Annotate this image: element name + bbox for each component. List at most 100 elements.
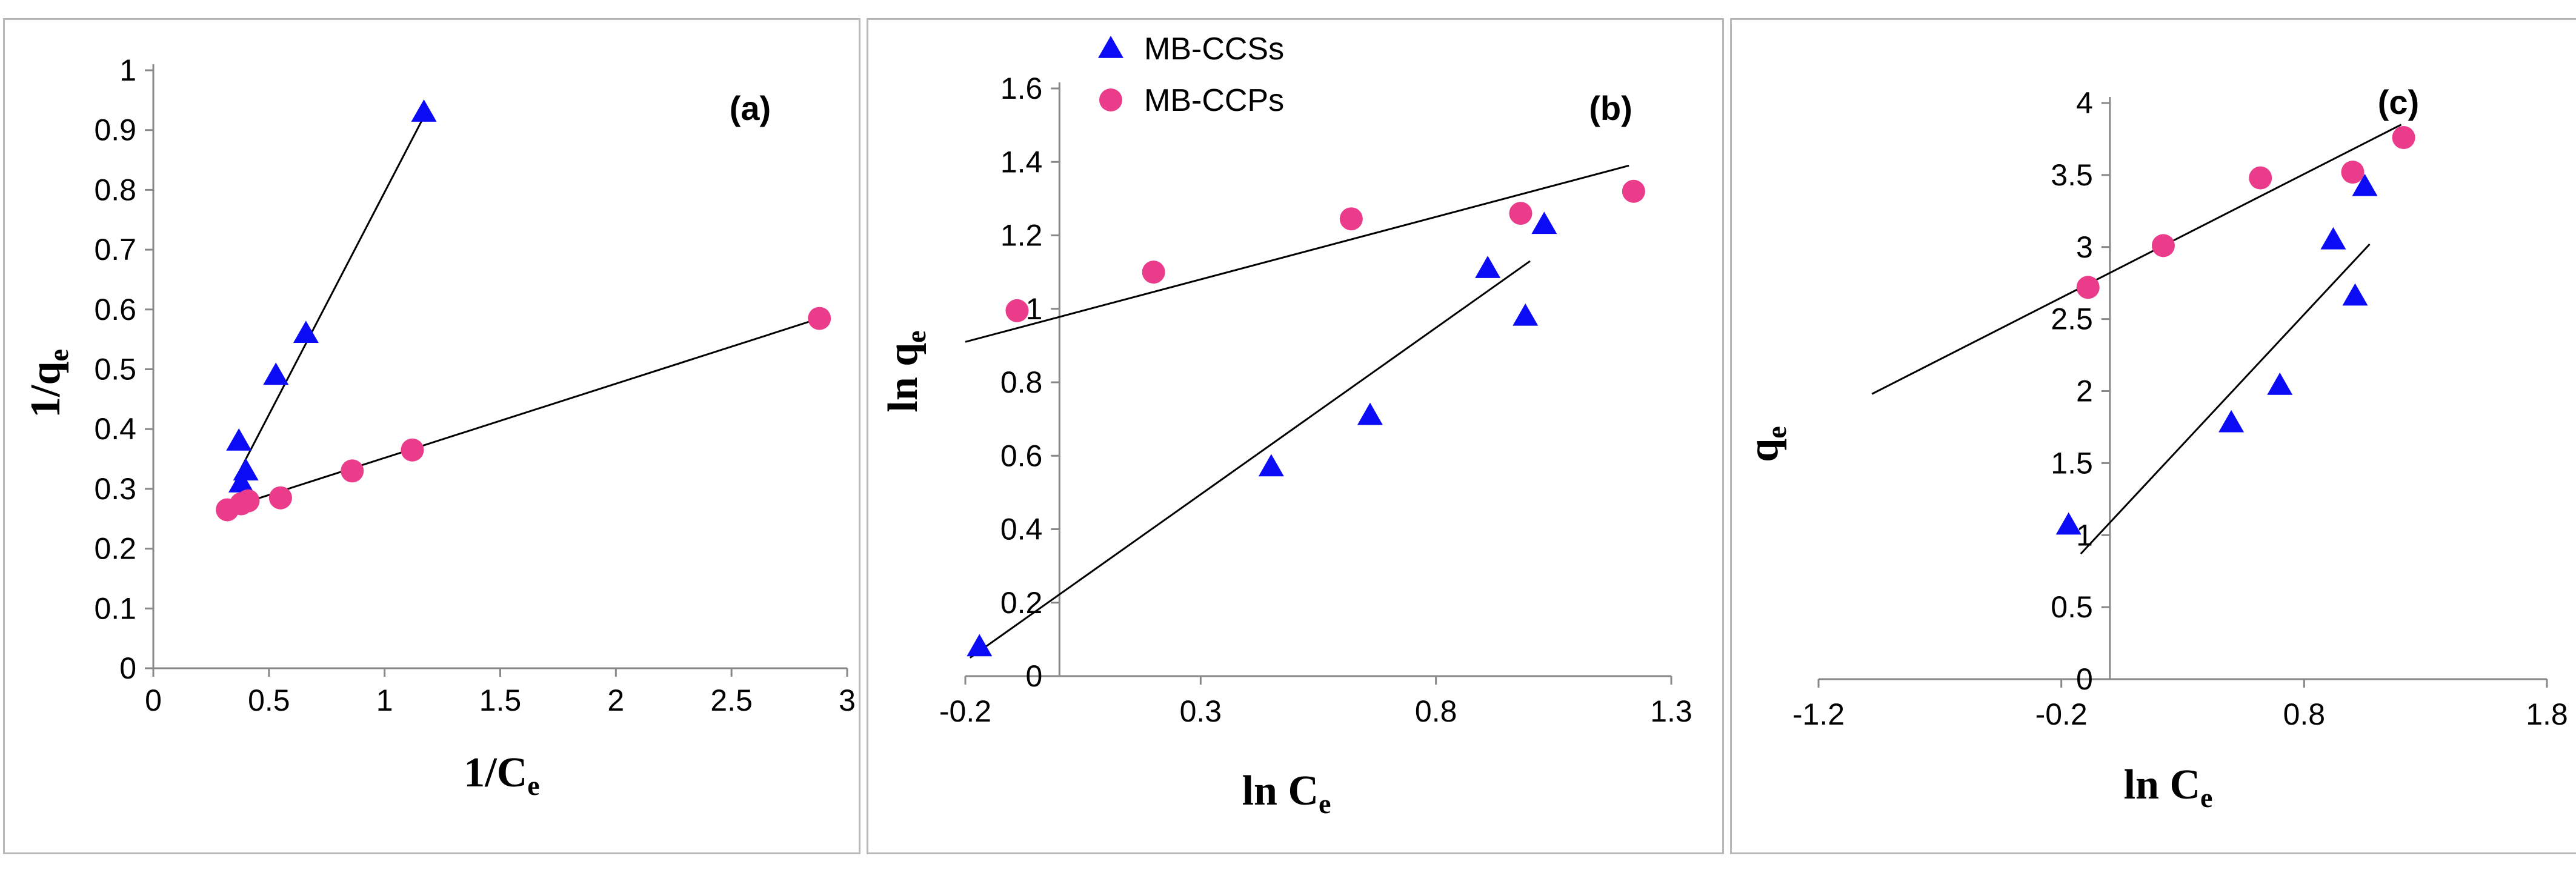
data-point-mb-ccps <box>808 307 831 330</box>
panel-label: (a) <box>730 89 771 127</box>
y-tick-label: 1.2 <box>1000 219 1043 253</box>
data-point-mb-ccss <box>293 320 319 344</box>
data-point-mb-ccss <box>1357 402 1383 425</box>
x-axis-title: 1/Ce <box>464 749 539 801</box>
y-tick-label: 0.1 <box>94 591 136 625</box>
trend-line-mb-ccps <box>965 164 1629 343</box>
trend-line-mb-ccss <box>2080 243 2371 555</box>
y-tick-label: 3 <box>2076 230 2093 264</box>
trend-line-mb-ccss <box>969 260 1531 659</box>
y-axis-title: ln qe <box>880 330 931 412</box>
data-point-mb-ccps <box>236 489 260 513</box>
x-tick-label: 1.8 <box>2526 697 2568 731</box>
legend-label: MB-CCPs <box>1144 83 1284 118</box>
data-point-mb-ccss <box>1531 211 1557 234</box>
data-point-mb-ccps <box>1005 299 1029 322</box>
y-tick-label: 3.5 <box>2051 158 2093 192</box>
x-tick-label: -0.2 <box>2035 697 2088 731</box>
panel-label: (b) <box>1589 89 1632 127</box>
x-tick-label: 2 <box>607 683 624 717</box>
data-point-mb-ccps <box>1509 202 1533 225</box>
y-tick-label: 2.5 <box>2051 302 2093 336</box>
y-tick-label: 0.8 <box>1000 365 1043 399</box>
panel-b: -0.2 0.3 0.8 1.3 0 0.2 0.4 0.6 0.8 1 1.2 1.4 1.6 ln C… <box>867 18 1724 854</box>
y-tick-label: 0.8 <box>94 173 136 207</box>
y-tick-label: 2 <box>2076 374 2093 408</box>
data-point-mb-ccps <box>1339 207 1363 231</box>
legend-label: MB-CCSs <box>1144 32 1284 67</box>
panel-a: 0 0.5 1 1.5 2 2.5 3 0 0.1 0.2 0.3 0.4 0.5 0.6 0.7 0.8 0.… <box>3 18 860 854</box>
data-point-mb-ccss <box>233 458 259 481</box>
trend-line-mb-ccps <box>222 317 820 511</box>
data-point-mb-ccps <box>1142 261 1165 284</box>
data-point-mb-ccss <box>967 634 993 657</box>
y-tick-label: 0 <box>2076 662 2093 696</box>
data-point-mb-ccps <box>2341 161 2365 184</box>
y-tick-label: 1 <box>119 53 136 87</box>
y-axis-title: 1/qe <box>22 349 74 418</box>
data-point-mb-ccss <box>263 362 289 385</box>
x-tick-label: -0.2 <box>939 694 991 728</box>
chart-a: 0 0.5 1 1.5 2 2.5 3 0 0.1 0.2 0.3 0.4 0.5 0.6 0.7 0.8 0.… <box>22 53 856 801</box>
x-tick-label: 0.8 <box>2283 697 2326 731</box>
data-point-mb-ccps <box>401 438 424 462</box>
x-axis-title: ln Ce <box>1242 768 1331 819</box>
trend-line-mb-ccss <box>236 111 427 477</box>
x-tick-label: 0 <box>145 683 162 717</box>
y-tick-label: 0.4 <box>1000 513 1043 546</box>
data-point-mb-ccss <box>226 428 252 451</box>
y-tick-label: 1.5 <box>2051 446 2093 480</box>
chart-c: -1.2 -0.2 0.8 1.8 0 0.5 1 1.5 2 2.5 3 3.5 4 ln Ce qe (c… <box>1740 83 2568 813</box>
x-tick-label: 3 <box>839 683 856 717</box>
data-point-mb-ccss <box>2055 512 2082 535</box>
x-tick-label: 0.8 <box>1415 694 1457 728</box>
y-tick-label: 0.4 <box>94 412 136 446</box>
y-tick-label: 1.4 <box>1000 145 1043 179</box>
y-tick-label: 0.5 <box>2051 590 2093 624</box>
data-point-mb-ccps <box>2076 276 2100 299</box>
data-point-mb-ccps <box>341 459 364 483</box>
x-tick-label: -1.2 <box>1792 697 1845 731</box>
data-point-mb-ccss <box>1258 454 1284 477</box>
data-point-mb-ccps <box>2151 234 2175 257</box>
legend-marker <box>1099 88 1122 111</box>
x-axis-title: ln Ce <box>2124 762 2213 813</box>
data-point-mb-ccps <box>1622 179 1645 203</box>
y-tick-label: 0.6 <box>94 293 136 327</box>
x-tick-label: 1.3 <box>1650 694 1692 728</box>
y-tick-label: 4 <box>2076 86 2093 120</box>
y-tick-label: 0.9 <box>94 113 136 147</box>
y-tick-label: 0.5 <box>94 353 136 387</box>
data-point-mb-ccss <box>2267 372 2293 395</box>
data-point-mb-ccss <box>1475 256 1501 278</box>
panel-c: -1.2 -0.2 0.8 1.8 0 0.5 1 1.5 2 2.5 3 3.5 4 ln Ce qe (c… <box>1730 18 2576 854</box>
data-point-mb-ccss <box>2218 410 2245 433</box>
x-tick-label: 0.5 <box>248 683 290 717</box>
x-tick-label: 0.3 <box>1180 694 1222 728</box>
y-tick-label: 0.2 <box>94 532 136 566</box>
data-point-mb-ccps <box>2249 166 2272 190</box>
legend-marker <box>1098 36 1123 58</box>
y-tick-label: 0.7 <box>94 233 136 267</box>
y-tick-label: 0.6 <box>1000 439 1043 473</box>
y-tick-label: 1.6 <box>1000 71 1043 105</box>
data-point-mb-ccss <box>228 470 255 493</box>
data-point-mb-ccss <box>411 99 437 122</box>
trend-line-mb-ccps <box>1871 124 2402 395</box>
data-point-mb-ccps <box>268 486 292 510</box>
x-tick-label: 2.5 <box>710 683 753 717</box>
data-point-mb-ccss <box>2342 283 2368 306</box>
y-tick-label: 1 <box>2076 518 2093 552</box>
data-point-mb-ccss <box>2352 173 2378 196</box>
x-tick-label: 1.5 <box>479 683 522 717</box>
chart-b: -0.2 0.3 0.8 1.300.20.40.60.811.21.41.6ln C… <box>880 32 1692 819</box>
y-tick-label: 0.2 <box>1000 586 1043 620</box>
panel-label: (c) <box>2378 83 2419 121</box>
x-tick-label: 1 <box>376 683 393 717</box>
y-tick-label: 0.3 <box>94 472 136 506</box>
y-tick-label: 0 <box>119 651 136 685</box>
data-point-mb-ccss <box>2320 227 2346 250</box>
y-tick-label: 0 <box>1026 659 1043 693</box>
data-point-mb-ccps <box>2392 126 2415 150</box>
y-axis-title: qe <box>1740 426 1792 462</box>
